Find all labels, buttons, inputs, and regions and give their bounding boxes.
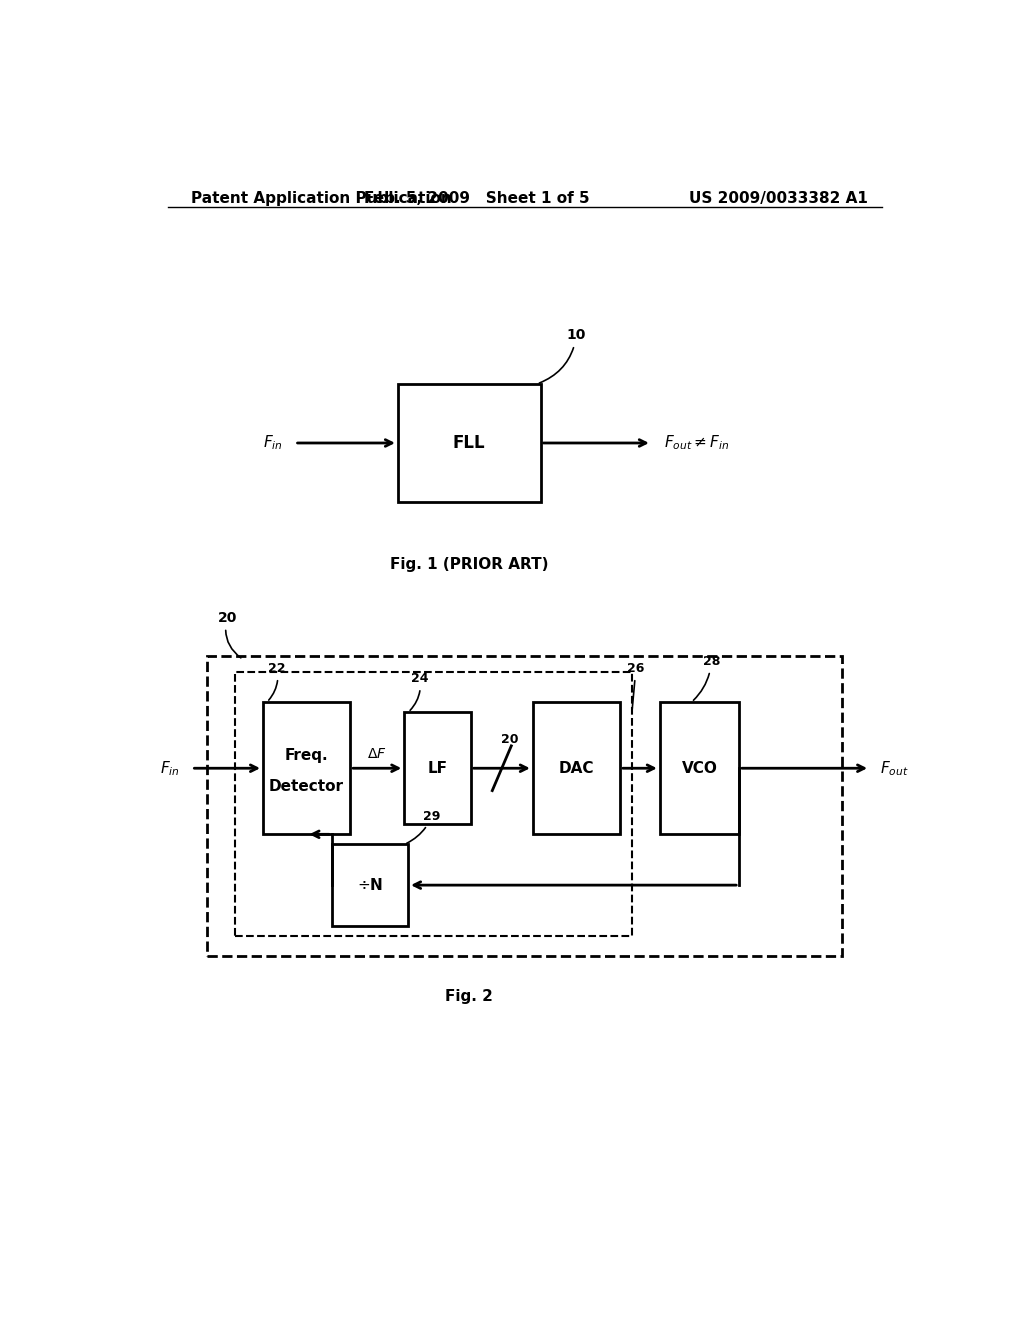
Text: VCO: VCO xyxy=(681,760,718,776)
FancyBboxPatch shape xyxy=(236,672,632,936)
FancyBboxPatch shape xyxy=(532,702,620,834)
Text: Feb. 5, 2009   Sheet 1 of 5: Feb. 5, 2009 Sheet 1 of 5 xyxy=(365,191,590,206)
Text: $\div$N: $\div$N xyxy=(357,876,383,894)
Text: Patent Application Publication: Patent Application Publication xyxy=(191,191,453,206)
FancyBboxPatch shape xyxy=(659,702,739,834)
Text: US 2009/0033382 A1: US 2009/0033382 A1 xyxy=(689,191,868,206)
Text: $F_{out} \neq F_{in}$: $F_{out} \neq F_{in}$ xyxy=(664,434,729,453)
Text: 29: 29 xyxy=(407,809,440,843)
FancyBboxPatch shape xyxy=(263,702,350,834)
FancyBboxPatch shape xyxy=(404,713,471,824)
Text: 26: 26 xyxy=(628,663,644,710)
Text: $F_{in}$: $F_{in}$ xyxy=(160,759,179,777)
Text: Fig. 1 (PRIOR ART): Fig. 1 (PRIOR ART) xyxy=(390,557,549,573)
Text: 20: 20 xyxy=(501,734,518,746)
Text: FLL: FLL xyxy=(453,434,485,451)
Text: Freq.: Freq. xyxy=(285,747,329,763)
Text: 20: 20 xyxy=(217,611,241,657)
Text: $F_{in}$: $F_{in}$ xyxy=(263,434,283,453)
FancyBboxPatch shape xyxy=(397,384,541,502)
Text: 24: 24 xyxy=(410,672,429,710)
Text: DAC: DAC xyxy=(559,760,594,776)
Text: 22: 22 xyxy=(268,663,286,700)
FancyBboxPatch shape xyxy=(332,845,409,925)
Text: $\Delta F$: $\Delta F$ xyxy=(368,747,387,762)
Text: LF: LF xyxy=(427,760,447,776)
Text: Fig. 2: Fig. 2 xyxy=(445,990,494,1005)
Text: Detector: Detector xyxy=(269,779,344,795)
Text: 28: 28 xyxy=(693,655,720,701)
FancyBboxPatch shape xyxy=(207,656,842,956)
Text: 10: 10 xyxy=(540,329,586,383)
Text: $F_{out}$: $F_{out}$ xyxy=(881,759,909,777)
